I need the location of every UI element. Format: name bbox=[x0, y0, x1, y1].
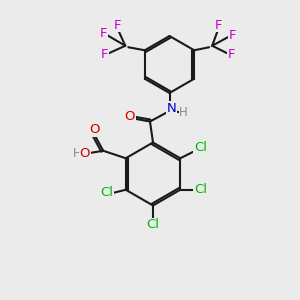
Text: O: O bbox=[125, 110, 135, 124]
Text: F: F bbox=[113, 19, 121, 32]
Text: Cl: Cl bbox=[100, 186, 114, 199]
Text: O: O bbox=[89, 123, 100, 136]
Text: F: F bbox=[101, 48, 108, 61]
Text: F: F bbox=[229, 29, 237, 42]
Text: O: O bbox=[80, 147, 90, 160]
Text: F: F bbox=[215, 19, 223, 32]
Text: Cl: Cl bbox=[194, 141, 207, 154]
Text: H: H bbox=[72, 147, 81, 160]
Text: Cl: Cl bbox=[146, 218, 160, 232]
Text: H: H bbox=[179, 106, 188, 119]
Text: F: F bbox=[99, 27, 107, 40]
Text: F: F bbox=[228, 48, 235, 61]
Text: Cl: Cl bbox=[194, 183, 207, 196]
Text: N: N bbox=[167, 102, 177, 115]
